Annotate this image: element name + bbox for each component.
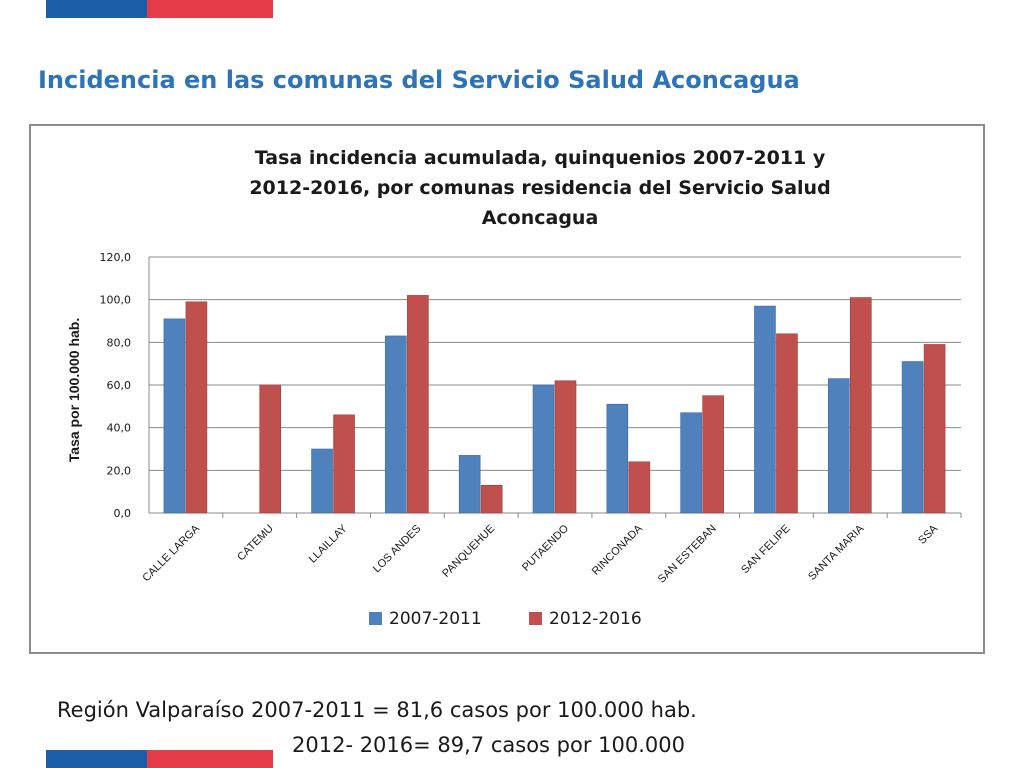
x-tick-label: SAN ESTEBAN (656, 523, 719, 586)
bar-2007-2011-llaillay (311, 448, 333, 514)
bar-2012-2016-calle-larga (185, 301, 208, 514)
bar-chart: Tasa incidencia acumulada, quinquenios 2… (66, 147, 962, 629)
y-tick-label: 100,0 (100, 294, 132, 307)
y-axis-label: Tasa por 100.000 hab. (66, 318, 82, 462)
bar-2007-2011-santa-maria (827, 378, 850, 514)
bar-2007-2011-san-esteban (680, 412, 702, 514)
x-tick-label: SSA (916, 522, 941, 547)
x-tick-label: LOS ANDES (371, 523, 424, 576)
y-tick-label: 40,0 (107, 422, 132, 435)
bar-2012-2016-panquehue (480, 484, 503, 514)
bar-2012-2016-putaendo (554, 380, 577, 514)
y-tick-label: 20,0 (107, 464, 132, 477)
bar-2007-2011-ssa (901, 361, 924, 514)
x-tick-label: PANQUEHUE (440, 523, 497, 580)
footnote-region-2012-2016: 2012- 2016= 89,7 casos por 100.000 (292, 733, 685, 757)
chart-title-line: Tasa incidencia acumulada, quinquenios 2… (255, 147, 826, 169)
y-tick-label: 0,0 (114, 507, 132, 520)
legend-swatch-2012-2016 (529, 612, 542, 625)
x-tick-label: SANTA MARIA (806, 522, 867, 583)
legend-label: 2012-2016 (549, 609, 642, 629)
chart-frame: Tasa incidencia acumulada, quinquenios 2… (29, 124, 985, 654)
bar-2007-2011-los-andes (385, 335, 407, 514)
bar-2007-2011-putaendo (532, 384, 555, 514)
bar-2012-2016-san-felipe (776, 333, 798, 514)
chart-title-line: Aconcagua (482, 207, 599, 229)
bar-2007-2011-rinconada (606, 403, 629, 514)
bar-2012-2016-santa-maria (849, 297, 872, 514)
flag-stripe-blue-bottom (46, 750, 147, 768)
x-tick-label: CALLE LARGA (140, 522, 202, 584)
bar-2012-2016-ssa (923, 344, 946, 514)
bar-2007-2011-calle-larga (163, 318, 186, 514)
flag-stripe-red-bottom (147, 750, 273, 768)
x-tick-label: LLAILLAY (307, 522, 350, 565)
bar-2012-2016-catemu (259, 384, 282, 514)
bar-2012-2016-san-esteban (702, 395, 724, 514)
flag-stripe-blue-top (46, 0, 147, 18)
y-tick-label: 120,0 (100, 251, 132, 264)
x-tick-label: CATEMU (235, 523, 276, 564)
slide-title: Incidencia en las comunas del Servicio S… (38, 66, 800, 94)
footnote-region-2007-2011: Región Valparaíso 2007-2011 = 81,6 casos… (57, 698, 697, 722)
x-tick-label: PUTAENDO (520, 522, 571, 573)
bar-2007-2011-san-felipe (754, 305, 776, 514)
chart-title-line: 2012-2016, por comunas residencia del Se… (249, 177, 830, 199)
bar-2012-2016-los-andes (407, 295, 429, 514)
bar-2012-2016-llaillay (333, 414, 355, 514)
legend-swatch-2007-2011 (369, 612, 382, 625)
flag-stripe-red-top (147, 0, 273, 18)
y-tick-label: 60,0 (107, 379, 132, 392)
legend-label: 2007-2011 (389, 609, 482, 629)
x-tick-label: SAN FELIPE (739, 523, 792, 576)
bar-2012-2016-rinconada (628, 461, 651, 514)
bar-2007-2011-panquehue (458, 455, 481, 514)
y-tick-label: 80,0 (107, 336, 132, 349)
x-tick-label: RINCONADA (590, 522, 646, 578)
